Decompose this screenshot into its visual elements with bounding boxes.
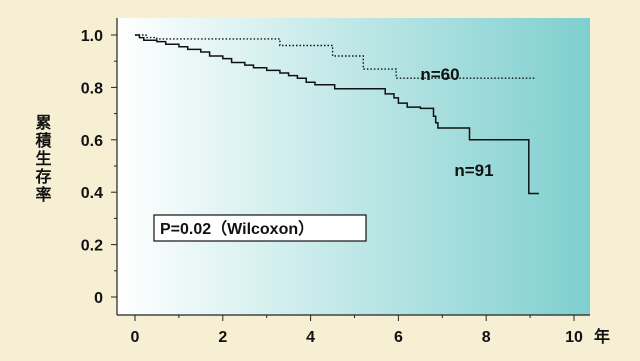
axes: 0 0.2 0.4 0.6 0.8 1.0 0 2 4 6 8 10 年 — [81, 18, 610, 346]
x-tick-label: 4 — [306, 329, 315, 346]
series-line-2 — [135, 34, 539, 195]
series-group — [135, 34, 539, 195]
series-line-1 — [135, 34, 535, 79]
series-label-n60: n=60 — [420, 65, 459, 84]
series-label-n91: n=91 — [454, 161, 493, 180]
x-tick-label: 6 — [394, 329, 403, 346]
plot-area — [117, 18, 590, 315]
y-axis-label: 累積生存率 — [33, 114, 53, 204]
y-tick-label: 0 — [94, 290, 103, 307]
x-tick-label: 8 — [482, 329, 491, 346]
y-tick-label: 0.4 — [81, 185, 103, 202]
x-tick-label: 10 — [565, 329, 583, 346]
pvalue-box — [153, 214, 367, 242]
y-tick-label: 0.8 — [81, 80, 103, 97]
x-tick-label: 0 — [131, 329, 140, 346]
x-unit-label: 年 — [594, 327, 610, 346]
labels-group: 累積生存率 n=60 n=91 P=0.02（Wilcoxon） — [33, 65, 494, 242]
pvalue-annotation: P=0.02（Wilcoxon） — [160, 220, 314, 238]
y-tick-label: 1.0 — [81, 28, 103, 45]
x-tick-label: 2 — [218, 329, 227, 346]
y-tick-label: 0.2 — [81, 238, 103, 255]
y-tick-label: 0.6 — [81, 133, 103, 150]
